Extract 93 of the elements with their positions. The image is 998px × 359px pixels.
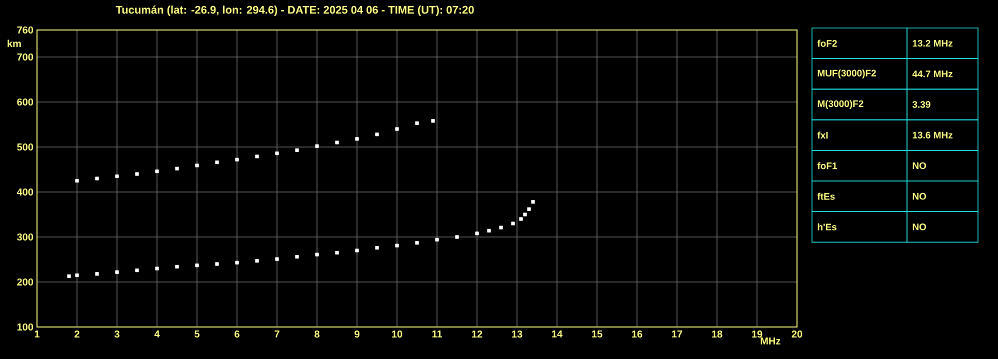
point xyxy=(355,137,359,141)
x-tick-label: 3 xyxy=(114,330,120,338)
text: foF2 xyxy=(817,40,837,47)
x-tick-label: 8 xyxy=(314,330,320,338)
y-tick-label: 500 xyxy=(17,143,34,151)
x-tick-label: 10 xyxy=(392,330,402,338)
point xyxy=(335,250,339,255)
x-tick-label: 5 xyxy=(194,330,200,338)
point xyxy=(375,246,379,250)
point xyxy=(135,172,139,176)
y-tick-label: 600 xyxy=(17,98,34,106)
x-tick-label: 16 xyxy=(632,330,642,338)
point xyxy=(531,200,535,204)
point xyxy=(95,272,99,276)
point xyxy=(487,228,491,232)
text: NO xyxy=(912,162,926,170)
point xyxy=(435,238,439,242)
y-tick-label: 400 xyxy=(16,188,34,196)
point xyxy=(375,132,379,136)
point xyxy=(195,264,199,268)
point xyxy=(135,268,139,272)
point xyxy=(475,232,479,236)
x-tick-label: 9 xyxy=(354,330,360,338)
x-tick-label: 2 xyxy=(74,330,80,338)
y-tick-label: 100 xyxy=(17,323,34,331)
point xyxy=(95,176,99,180)
point xyxy=(295,255,299,259)
text: 13.2 MHz xyxy=(912,40,953,47)
text: ftEs xyxy=(817,192,835,200)
point xyxy=(395,127,399,131)
point xyxy=(155,170,159,174)
x-tick-label: 15 xyxy=(592,330,602,338)
x-tick-label: 20 xyxy=(792,330,802,338)
point xyxy=(235,260,239,264)
x-tick-label: 13 xyxy=(512,330,522,338)
y-tick-label: 200 xyxy=(17,278,34,286)
point xyxy=(355,248,359,252)
point xyxy=(395,244,399,248)
x-tick-label: 11 xyxy=(432,330,442,338)
point xyxy=(519,217,523,221)
point xyxy=(67,274,71,278)
y-axis-title: km xyxy=(8,40,21,47)
point xyxy=(527,207,531,211)
x-tick-label: 17 xyxy=(672,330,682,338)
point xyxy=(115,174,119,178)
text: NO xyxy=(912,192,926,200)
point xyxy=(115,270,119,274)
point xyxy=(295,148,299,152)
text: NO xyxy=(912,224,926,230)
text: h'Es xyxy=(818,223,837,230)
text: MUF(3000)F2 xyxy=(818,69,876,78)
point xyxy=(315,252,319,256)
x-tick-label: 1 xyxy=(34,330,40,338)
text: M(3000)F2 xyxy=(818,100,864,109)
x-tick-label: 7 xyxy=(274,330,280,338)
point xyxy=(75,178,79,183)
y-tick-label: 760 xyxy=(17,26,34,34)
point xyxy=(415,121,419,125)
point xyxy=(195,164,199,168)
point xyxy=(499,226,503,230)
x-tick-label: 19 xyxy=(752,330,762,338)
point xyxy=(275,152,279,156)
text: foF1 xyxy=(817,162,837,170)
point xyxy=(315,144,319,148)
point xyxy=(415,241,419,245)
point xyxy=(175,264,179,268)
text: fxI xyxy=(817,132,828,139)
point xyxy=(455,235,459,239)
point xyxy=(511,222,515,226)
point xyxy=(215,160,219,164)
point xyxy=(335,140,339,144)
x-tick-label: 12 xyxy=(472,330,482,338)
point xyxy=(275,257,279,261)
y-tick-label: 700 xyxy=(17,53,34,61)
point xyxy=(215,262,219,266)
point xyxy=(75,273,79,278)
x-tick-label: 14 xyxy=(552,330,563,338)
x-axis-title: MHz xyxy=(760,338,780,344)
point xyxy=(155,266,159,270)
y-tick-label: 300 xyxy=(17,233,34,241)
text: 13.6 MHz xyxy=(912,132,953,138)
point xyxy=(175,166,179,170)
text: 44.7 MHz xyxy=(912,70,953,78)
point xyxy=(523,212,527,216)
x-tick-label: 4 xyxy=(154,330,160,338)
text: 3.39 xyxy=(912,101,930,108)
x-tick-label: 6 xyxy=(234,330,240,338)
point xyxy=(255,259,259,263)
x-tick-label: 18 xyxy=(712,330,722,338)
point xyxy=(431,119,435,123)
point xyxy=(235,158,239,162)
point xyxy=(255,154,259,158)
chart-title: Tucumán (lat: -26.9, lon: 294.6) - DATE: 2025 04 06 - TIME (UT): 07:20 xyxy=(116,6,474,16)
